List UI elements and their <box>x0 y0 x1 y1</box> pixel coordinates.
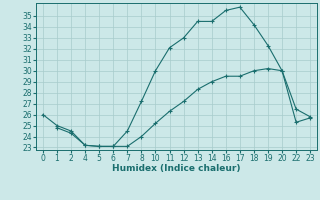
X-axis label: Humidex (Indice chaleur): Humidex (Indice chaleur) <box>112 164 241 173</box>
